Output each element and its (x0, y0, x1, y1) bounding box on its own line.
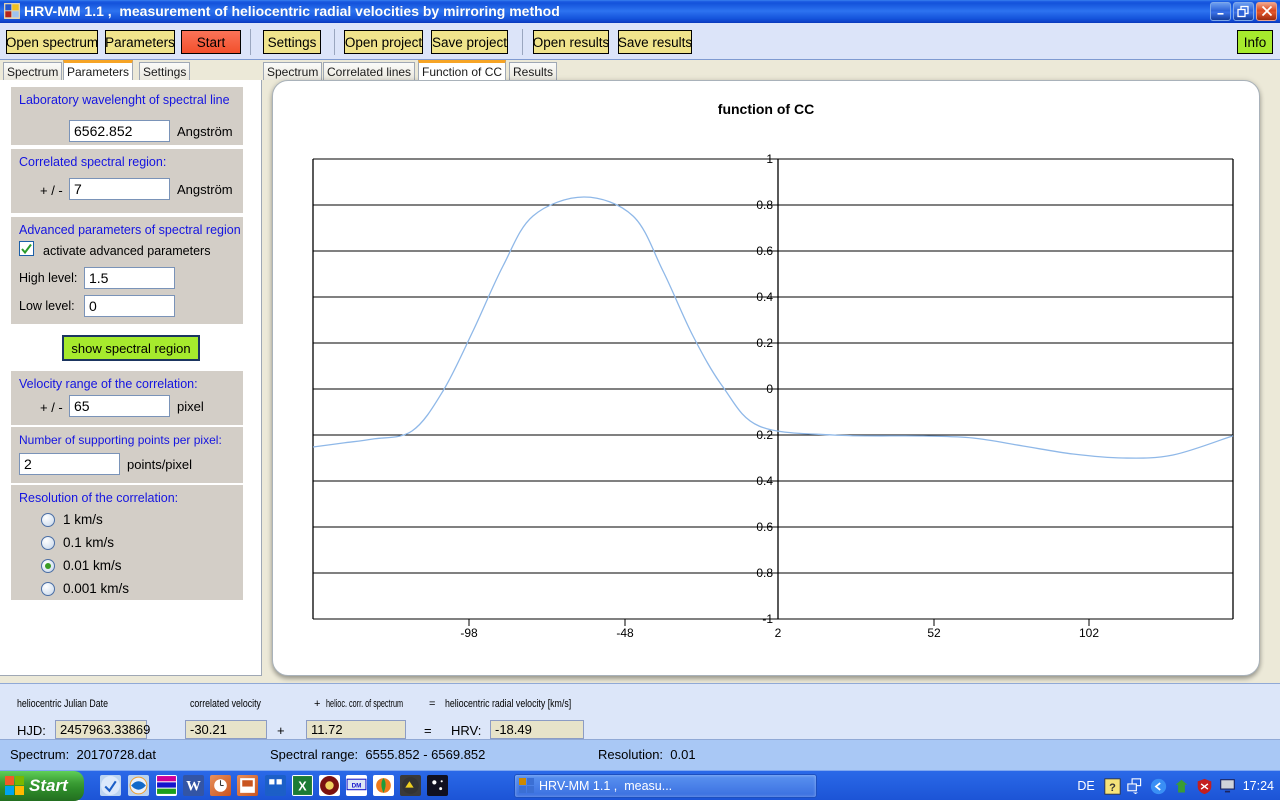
svg-text:2: 2 (775, 626, 782, 640)
svg-text:1: 1 (766, 152, 773, 166)
svg-text:0.8: 0.8 (756, 198, 773, 212)
svg-text:0.4: 0.4 (756, 290, 773, 304)
svg-text:0.4: 0.4 (756, 474, 773, 488)
svg-text:-48: -48 (616, 626, 634, 640)
svg-text:52: 52 (927, 626, 941, 640)
svg-text:-98: -98 (460, 626, 478, 640)
svg-text:-1: -1 (762, 612, 773, 626)
svg-text:W: W (186, 778, 201, 794)
svg-text:0.6: 0.6 (756, 520, 773, 534)
svg-text:DM: DM (352, 782, 362, 789)
svg-text:?: ? (1109, 781, 1116, 793)
svg-text:0: 0 (766, 382, 773, 396)
svg-text:0.2: 0.2 (756, 336, 773, 350)
svg-text:X: X (298, 779, 307, 793)
svg-text:0.8: 0.8 (756, 566, 773, 580)
svg-text:0.6: 0.6 (756, 244, 773, 258)
svg-text:102: 102 (1079, 626, 1099, 640)
